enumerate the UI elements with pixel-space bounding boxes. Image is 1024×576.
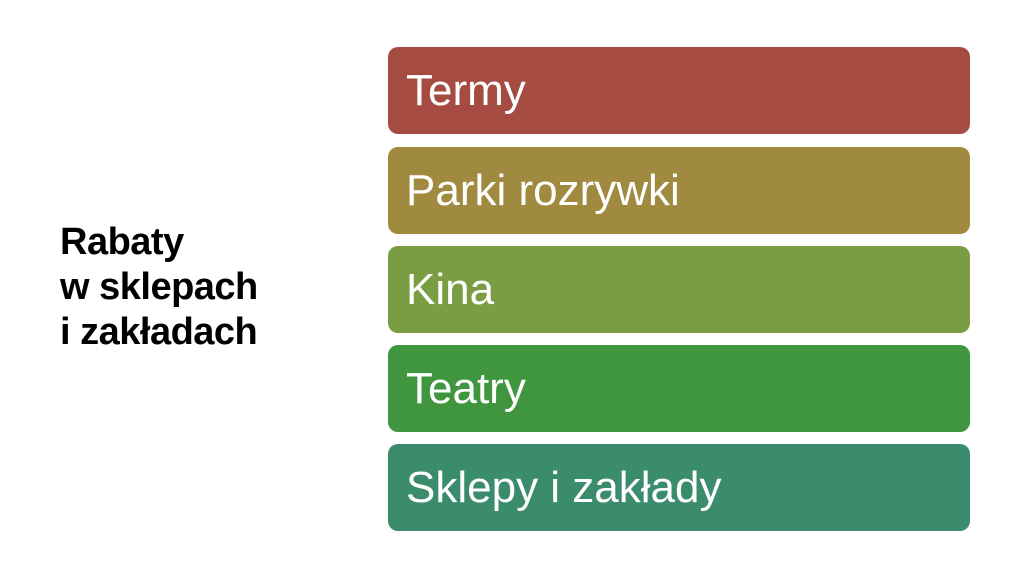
category-box-teatry: Teatry bbox=[388, 345, 970, 432]
category-box-sklepy-i-zaklady: Sklepy i zakłady bbox=[388, 444, 970, 531]
category-label: Kina bbox=[406, 265, 495, 314]
category-box-parki-rozrywki: Parki rozrywki bbox=[388, 147, 970, 234]
category-label: Sklepy i zakłady bbox=[406, 463, 722, 512]
title-line: w sklepach bbox=[60, 266, 258, 308]
category-label: Teatry bbox=[406, 364, 526, 413]
category-box-kina: Kina bbox=[388, 246, 970, 333]
category-box-termy: Termy bbox=[388, 47, 970, 134]
title-line: Rabaty bbox=[60, 221, 184, 263]
category-label: Termy bbox=[406, 66, 526, 115]
title-line: i zakładach bbox=[60, 311, 258, 353]
diagram-title: Rabaty w sklepach i zakładach bbox=[60, 220, 258, 355]
category-label: Parki rozrywki bbox=[406, 166, 680, 215]
